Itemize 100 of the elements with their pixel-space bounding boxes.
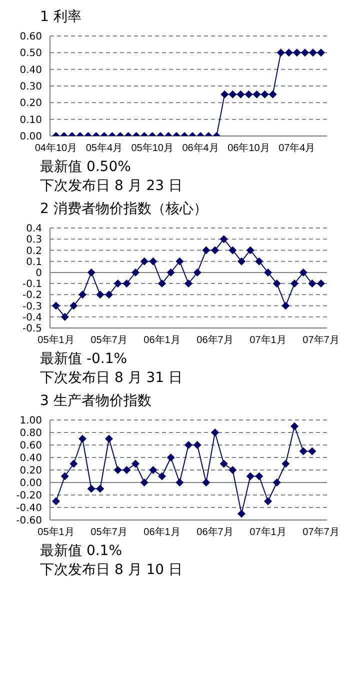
point — [246, 246, 254, 254]
y-tick-label: 0.20 — [20, 98, 42, 110]
text: 下次发布日 8 月 31 日 — [39, 369, 184, 388]
point — [308, 447, 316, 456]
chart-title: 3 生产者物价指数 — [39, 392, 152, 410]
text: 最新值 0.50% — [39, 158, 132, 177]
point — [193, 441, 202, 449]
point — [176, 257, 184, 266]
y-tick-label: 0.3 — [26, 234, 42, 246]
point — [96, 290, 104, 299]
y-tick-label: 0.30 — [20, 82, 42, 93]
y-tick-label: -0.3 — [22, 301, 42, 312]
point — [70, 460, 78, 468]
point — [52, 302, 60, 310]
y-tick-label: 0.80 — [20, 428, 42, 440]
x-tick-label: 07年4月 — [278, 142, 316, 154]
x-tick-label: 07年1月 — [250, 334, 286, 346]
y-tick-label: 0.00 — [20, 132, 42, 143]
point — [290, 280, 298, 288]
point — [252, 90, 261, 98]
text: 最新值 -0.1% — [39, 350, 128, 369]
point — [60, 472, 69, 480]
point — [317, 280, 325, 288]
y-tick-label: 1.00 — [20, 416, 42, 427]
point — [122, 466, 131, 474]
x-tick-label: 05年1月 — [38, 334, 74, 346]
point — [290, 422, 298, 430]
point — [105, 290, 113, 299]
x-tick-label: 07年1月 — [250, 526, 286, 538]
point — [114, 280, 122, 288]
point — [228, 90, 237, 98]
point — [292, 48, 301, 57]
y-tick-label: -0.5 — [22, 324, 42, 335]
point — [184, 280, 192, 288]
point — [87, 268, 96, 276]
y-tick-label: 0.60 — [20, 32, 42, 43]
point — [78, 290, 86, 299]
y-tick-label: -0.20 — [16, 490, 42, 502]
y-tick-label: -0.4 — [22, 312, 42, 324]
point — [211, 428, 219, 436]
y-tick-label: -0.2 — [22, 290, 42, 302]
y-tick-label: 0.40 — [20, 64, 42, 76]
point — [220, 90, 229, 98]
chart-title: 1 利率 — [39, 8, 82, 26]
point — [149, 466, 158, 474]
point — [87, 484, 96, 493]
point — [282, 460, 290, 468]
point — [260, 90, 269, 98]
point — [176, 478, 184, 486]
point — [238, 257, 246, 266]
point — [114, 466, 122, 474]
point — [166, 454, 175, 462]
text: 最新值 0.1% — [39, 542, 124, 561]
point — [317, 48, 325, 57]
x-tick-label: 06年7月 — [196, 334, 234, 346]
point — [238, 510, 246, 518]
point — [202, 478, 210, 486]
point — [264, 497, 272, 506]
y-tick-label: 0.4 — [26, 224, 42, 235]
y-tick-label: -0.40 — [16, 503, 42, 514]
point — [255, 257, 264, 266]
point — [308, 280, 316, 288]
x-tick-label: 07年7月 — [302, 334, 340, 346]
point — [122, 280, 131, 288]
x-tick-label: 05年1月 — [38, 526, 74, 538]
x-tick-label: 06年4月 — [182, 142, 219, 154]
point — [299, 268, 308, 276]
point — [166, 268, 175, 276]
point — [272, 478, 281, 486]
point — [60, 312, 69, 321]
chart-title: 2 消费者物价指数（核心） — [39, 200, 208, 218]
point — [202, 246, 210, 254]
point — [158, 472, 166, 480]
point — [140, 257, 148, 266]
point — [284, 48, 293, 57]
text: 下次发布日 8 月 23 日 — [39, 177, 184, 196]
y-tick-label: 0.50 — [20, 48, 42, 60]
y-tick-label: -0.60 — [16, 516, 42, 527]
point — [276, 48, 285, 57]
point — [132, 268, 140, 276]
point — [78, 434, 86, 443]
y-tick-label: 0.40 — [20, 453, 42, 464]
point — [236, 90, 245, 98]
point — [282, 302, 290, 310]
point — [193, 268, 202, 276]
point — [52, 497, 60, 506]
point — [228, 246, 237, 254]
y-tick-label: 0.60 — [20, 440, 42, 452]
point — [70, 302, 78, 310]
point — [105, 434, 113, 443]
point — [149, 257, 158, 266]
point — [158, 280, 166, 288]
x-tick-label: 06年10月 — [228, 142, 270, 154]
point — [300, 48, 309, 57]
point — [132, 460, 140, 468]
x-tick-label: 06年1月 — [144, 334, 180, 346]
x-tick-label: 05年10月 — [131, 142, 174, 154]
point — [255, 472, 264, 480]
x-tick-label: 05年4月 — [86, 142, 123, 154]
x-tick-label: 05年7月 — [90, 526, 128, 538]
